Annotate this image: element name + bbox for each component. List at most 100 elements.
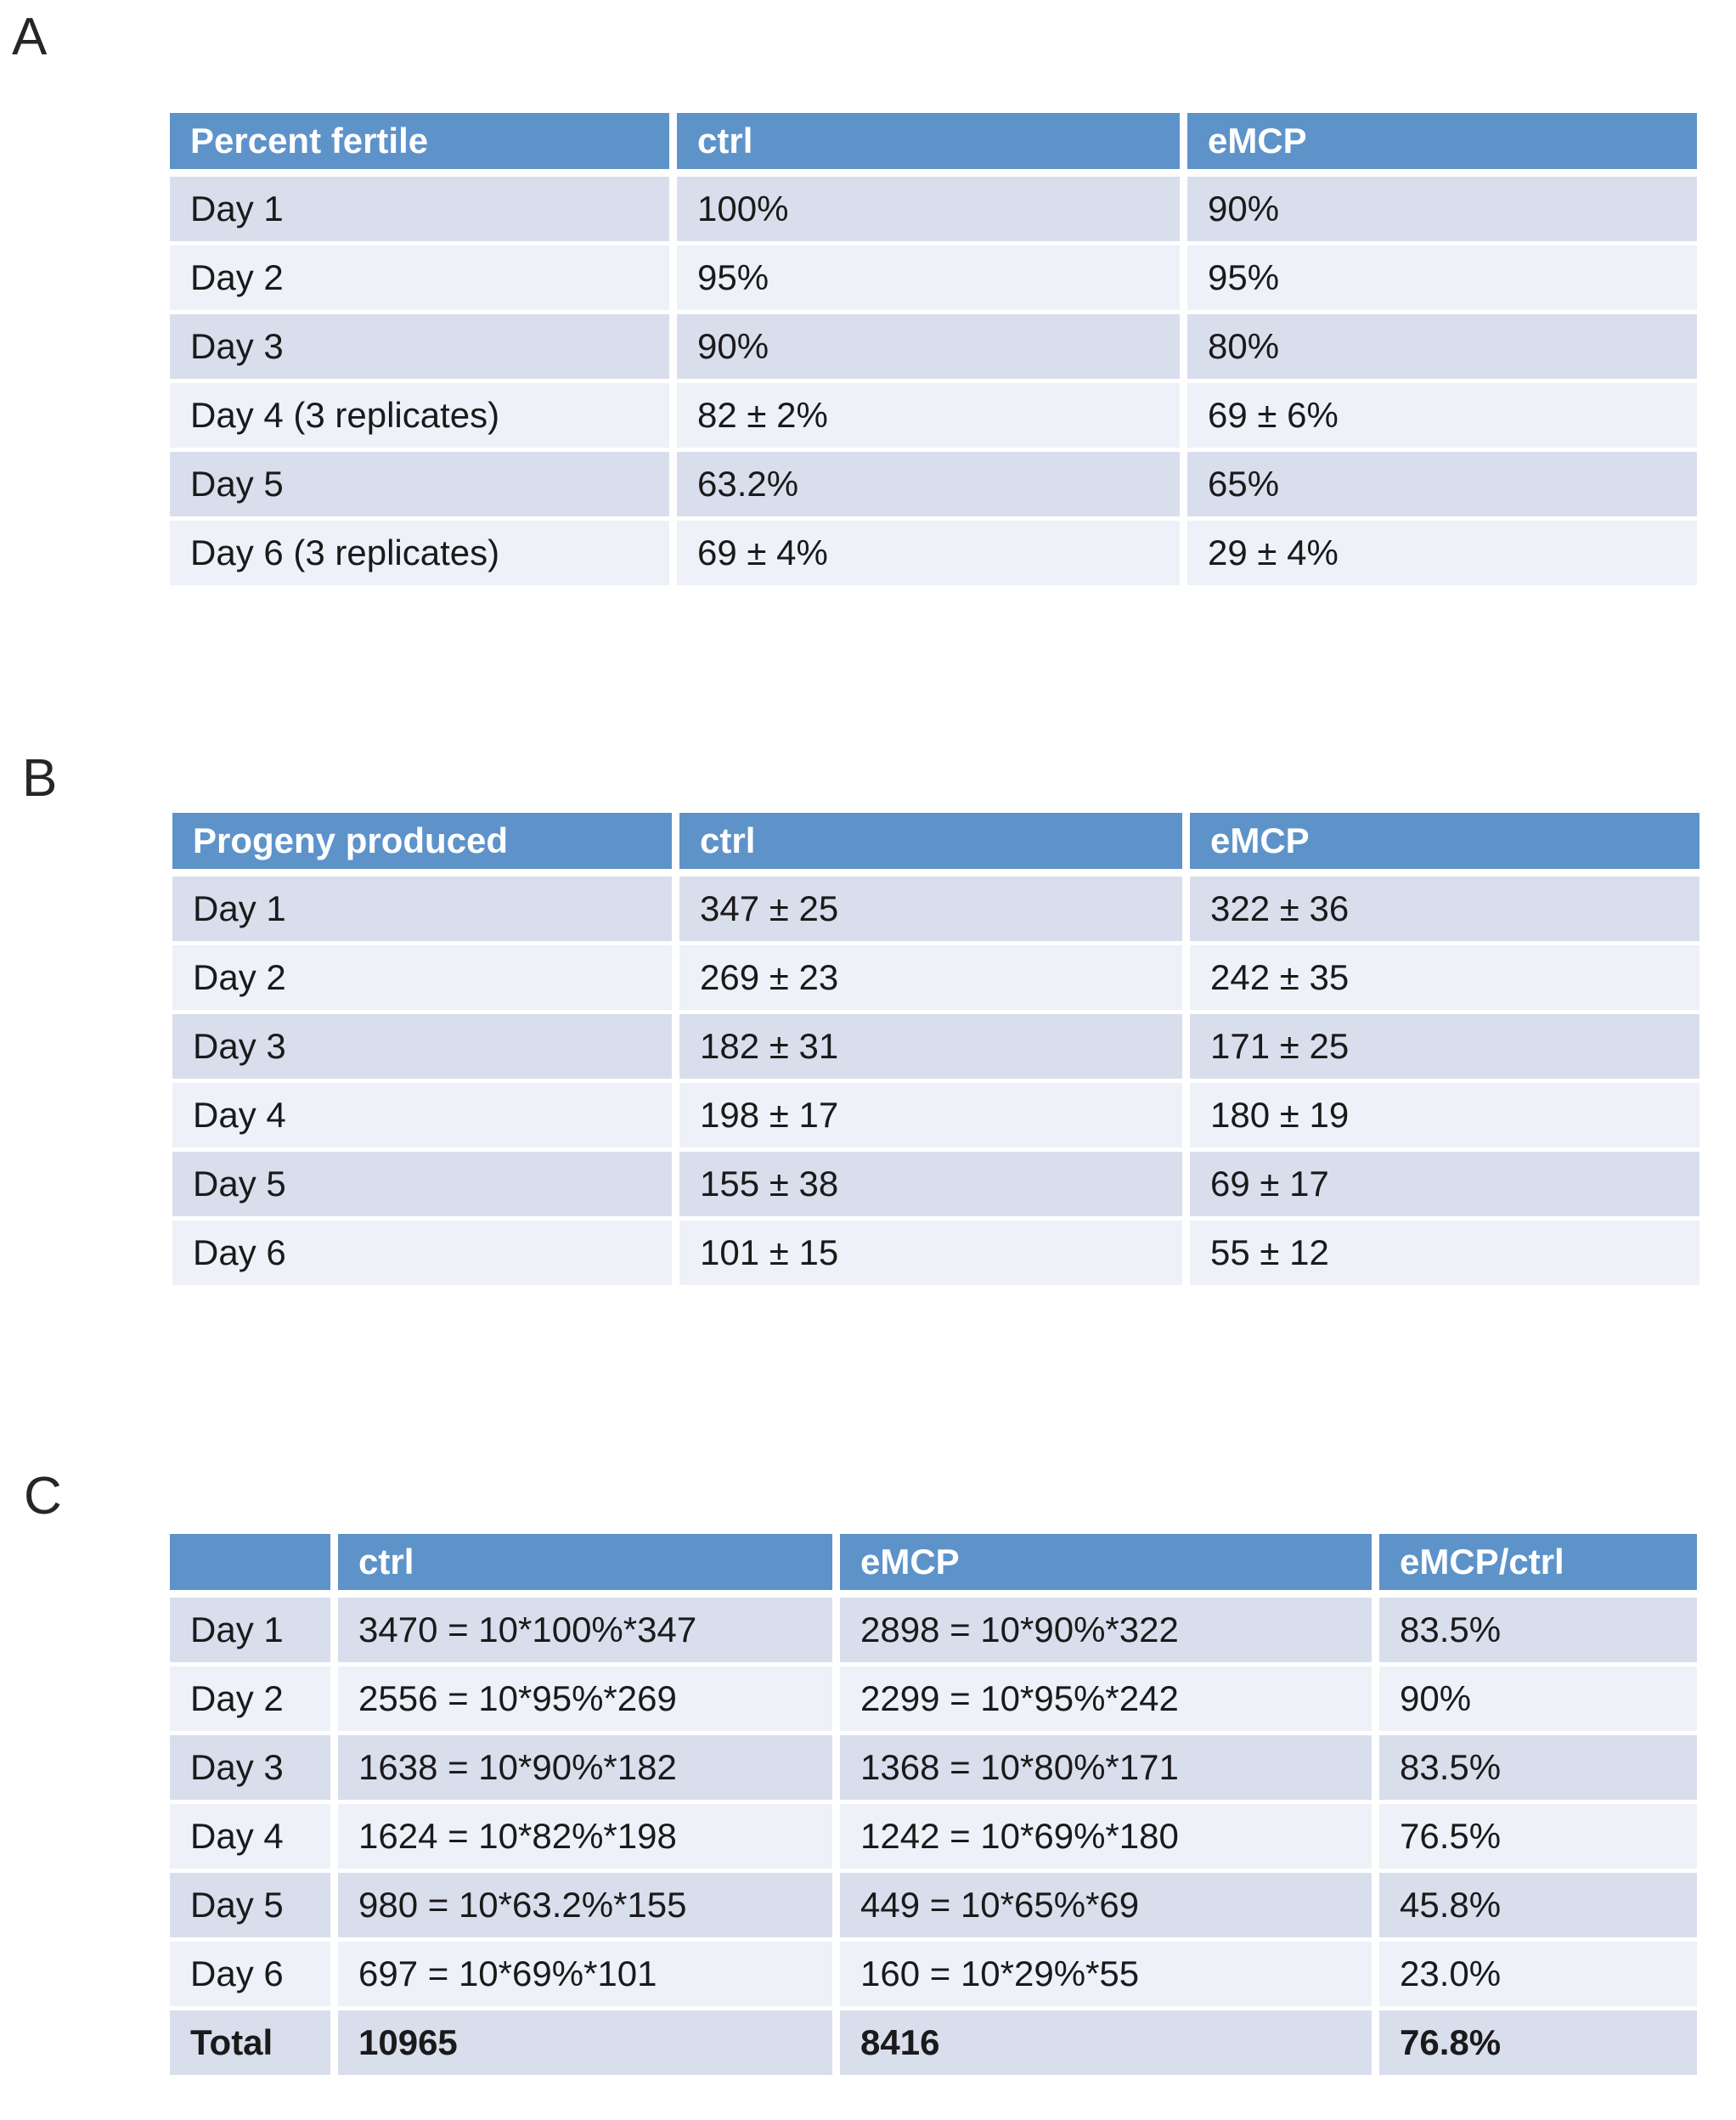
table-row: Day 5 980 = 10*63.2%*155 449 = 10*65%*69… — [170, 1873, 1697, 1942]
totals-calculation-table: ctrl eMCP eMCP/ctrl Day 1 3470 = 10*100%… — [170, 1534, 1697, 2079]
value-cell: 101 ± 15 — [679, 1221, 1190, 1289]
row-label: Day 3 — [170, 314, 677, 383]
row-label: Day 5 — [170, 452, 677, 521]
header-cell-blank — [170, 1534, 338, 1598]
value-cell: 160 = 10*29%*55 — [840, 1942, 1379, 2010]
table-row: Day 2 2556 = 10*95%*269 2299 = 10*95%*24… — [170, 1666, 1697, 1735]
table-row: Day 3 90% 80% — [170, 314, 1697, 383]
header-cell-percent-fertile: Percent fertile — [170, 113, 677, 177]
value-cell: 242 ± 35 — [1190, 945, 1699, 1014]
row-label: Day 1 — [170, 1598, 338, 1666]
panel-label-c: C — [24, 1467, 62, 1525]
value-cell: 8416 — [840, 2010, 1379, 2079]
row-label: Day 5 — [170, 1873, 338, 1942]
value-cell: 182 ± 31 — [679, 1014, 1190, 1083]
value-cell: 76.5% — [1379, 1804, 1697, 1873]
header-cell-ctrl: ctrl — [338, 1534, 840, 1598]
header-row: Progeny produced ctrl eMCP — [172, 813, 1699, 877]
value-cell: 100% — [677, 177, 1187, 245]
row-label: Day 2 — [170, 245, 677, 314]
value-cell: 2898 = 10*90%*322 — [840, 1598, 1379, 1666]
value-cell: 1368 = 10*80%*171 — [840, 1735, 1379, 1804]
table-row: Day 1 3470 = 10*100%*347 2898 = 10*90%*3… — [170, 1598, 1697, 1666]
value-cell: 45.8% — [1379, 1873, 1697, 1942]
value-cell: 90% — [677, 314, 1187, 383]
value-cell: 1242 = 10*69%*180 — [840, 1804, 1379, 1873]
value-cell: 1624 = 10*82%*198 — [338, 1804, 840, 1873]
value-cell: 95% — [677, 245, 1187, 314]
value-cell: 2299 = 10*95%*242 — [840, 1666, 1379, 1735]
table-row: Day 3 182 ± 31 171 ± 25 — [172, 1014, 1699, 1083]
table-row: Day 6 101 ± 15 55 ± 12 — [172, 1221, 1699, 1289]
row-label: Day 2 — [172, 945, 679, 1014]
table-row: Day 6 (3 replicates) 69 ± 4% 29 ± 4% — [170, 521, 1697, 589]
row-label: Day 6 (3 replicates) — [170, 521, 677, 589]
header-cell-emcp: eMCP — [1187, 113, 1697, 177]
table-row: Day 4 1624 = 10*82%*198 1242 = 10*69%*18… — [170, 1804, 1697, 1873]
value-cell: 69 ± 17 — [1190, 1152, 1699, 1221]
table-row: Day 1 100% 90% — [170, 177, 1697, 245]
value-cell: 10965 — [338, 2010, 840, 2079]
table-row: Day 1 347 ± 25 322 ± 36 — [172, 877, 1699, 945]
table-row: Day 6 697 = 10*69%*101 160 = 10*29%*55 2… — [170, 1942, 1697, 2010]
value-cell: 76.8% — [1379, 2010, 1697, 2079]
value-cell: 155 ± 38 — [679, 1152, 1190, 1221]
value-cell: 69 ± 6% — [1187, 383, 1697, 452]
value-cell: 980 = 10*63.2%*155 — [338, 1873, 840, 1942]
header-cell-emcp: eMCP — [1190, 813, 1699, 877]
value-cell: 347 ± 25 — [679, 877, 1190, 945]
total-row: Total 10965 8416 76.8% — [170, 2010, 1697, 2079]
value-cell: 171 ± 25 — [1190, 1014, 1699, 1083]
value-cell: 29 ± 4% — [1187, 521, 1697, 589]
value-cell: 82 ± 2% — [677, 383, 1187, 452]
row-label: Day 3 — [172, 1014, 679, 1083]
row-label: Day 2 — [170, 1666, 338, 1735]
row-label: Day 5 — [172, 1152, 679, 1221]
row-label: Day 6 — [172, 1221, 679, 1289]
row-label: Day 1 — [170, 177, 677, 245]
value-cell: 23.0% — [1379, 1942, 1697, 2010]
progeny-produced-table: Progeny produced ctrl eMCP Day 1 347 ± 2… — [172, 813, 1699, 1289]
header-cell-emcp: eMCP — [840, 1534, 1379, 1598]
table-row: Day 3 1638 = 10*90%*182 1368 = 10*80%*17… — [170, 1735, 1697, 1804]
row-label: Day 6 — [170, 1942, 338, 2010]
row-label: Day 3 — [170, 1735, 338, 1804]
value-cell: 83.5% — [1379, 1598, 1697, 1666]
table-row: Day 5 155 ± 38 69 ± 17 — [172, 1152, 1699, 1221]
panel-label-a: A — [12, 8, 48, 66]
header-cell-emcp-ctrl-ratio: eMCP/ctrl — [1379, 1534, 1697, 1598]
percent-fertile-table: Percent fertile ctrl eMCP Day 1 100% 90%… — [170, 113, 1697, 589]
value-cell: 80% — [1187, 314, 1697, 383]
header-cell-ctrl: ctrl — [677, 113, 1187, 177]
header-cell-ctrl: ctrl — [679, 813, 1190, 877]
value-cell: 65% — [1187, 452, 1697, 521]
row-label: Day 4 (3 replicates) — [170, 383, 677, 452]
header-cell-progeny-produced: Progeny produced — [172, 813, 679, 877]
value-cell: 322 ± 36 — [1190, 877, 1699, 945]
value-cell: 90% — [1379, 1666, 1697, 1735]
row-label: Day 4 — [170, 1804, 338, 1873]
row-label: Total — [170, 2010, 338, 2079]
value-cell: 198 ± 17 — [679, 1083, 1190, 1152]
value-cell: 55 ± 12 — [1190, 1221, 1699, 1289]
value-cell: 63.2% — [677, 452, 1187, 521]
value-cell: 1638 = 10*90%*182 — [338, 1735, 840, 1804]
value-cell: 90% — [1187, 177, 1697, 245]
value-cell: 95% — [1187, 245, 1697, 314]
value-cell: 269 ± 23 — [679, 945, 1190, 1014]
table-row: Day 2 95% 95% — [170, 245, 1697, 314]
value-cell: 69 ± 4% — [677, 521, 1187, 589]
value-cell: 180 ± 19 — [1190, 1083, 1699, 1152]
value-cell: 83.5% — [1379, 1735, 1697, 1804]
header-row: ctrl eMCP eMCP/ctrl — [170, 1534, 1697, 1598]
table-row: Day 4 (3 replicates) 82 ± 2% 69 ± 6% — [170, 383, 1697, 452]
value-cell: 697 = 10*69%*101 — [338, 1942, 840, 2010]
table-row: Day 5 63.2% 65% — [170, 452, 1697, 521]
row-label: Day 1 — [172, 877, 679, 945]
panel-label-b: B — [22, 749, 58, 808]
header-row: Percent fertile ctrl eMCP — [170, 113, 1697, 177]
value-cell: 449 = 10*65%*69 — [840, 1873, 1379, 1942]
row-label: Day 4 — [172, 1083, 679, 1152]
table-row: Day 4 198 ± 17 180 ± 19 — [172, 1083, 1699, 1152]
